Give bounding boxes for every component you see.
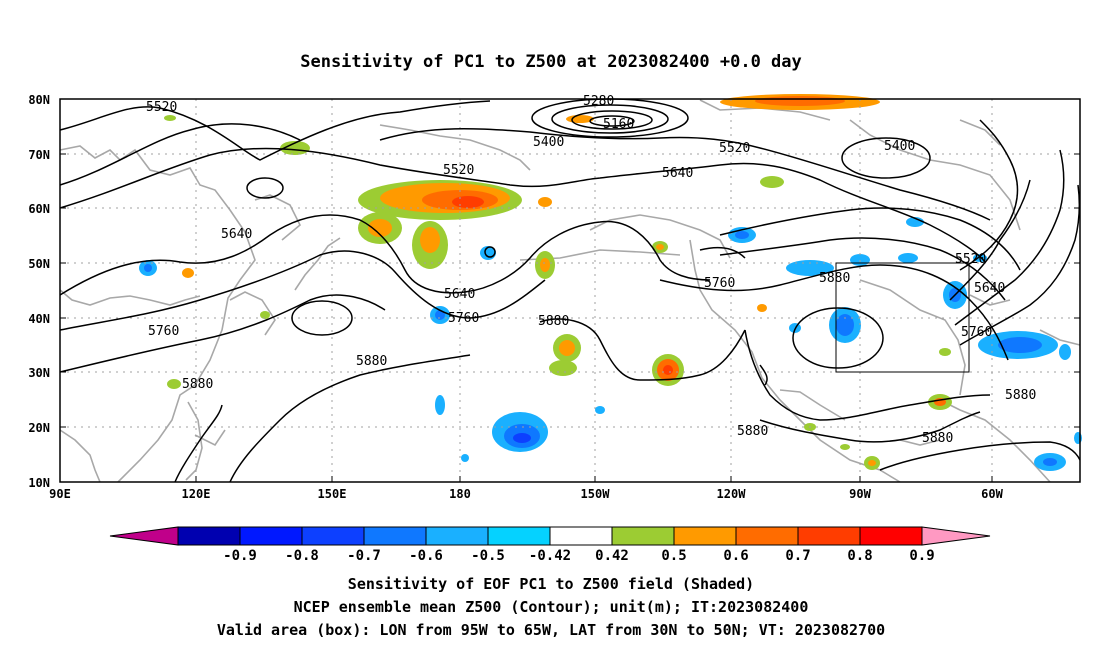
lon-label: 120E (182, 487, 211, 501)
colorbar: -0.9 -0.8 -0.7 -0.6 -0.5 -0.42 0.42 0.5 0.6 0.7 0.… (109, 526, 991, 564)
colorbar-label: 0.5 (661, 548, 686, 564)
colorbar-label: 0.8 (847, 548, 872, 564)
colorbar-label: 0.9 (909, 548, 934, 564)
contour-label: 5640 (662, 166, 693, 181)
contour-label: 5520 (955, 252, 986, 267)
z500-contours (59, 98, 1081, 483)
colorbar-swatch (363, 526, 427, 546)
map-frame (59, 98, 1081, 483)
colorbar-label: 0.6 (723, 548, 748, 564)
colorbar-high-extension (921, 526, 991, 546)
lon-label: 150E (318, 487, 347, 501)
contour-label: 5520 (146, 100, 177, 115)
lon-label: 120W (717, 487, 747, 501)
colorbar-swatch (301, 526, 365, 546)
contour-label: 5880 (819, 271, 850, 286)
contour-label: 5880 (356, 354, 387, 369)
lat-label: 70N (28, 148, 50, 162)
contour-label: 5160 (603, 117, 634, 132)
colorbar-label: -0.5 (471, 548, 505, 564)
lat-label: 30N (28, 366, 50, 380)
caption-line-valid-area: Valid area (box): LON from 95W to 65W, L… (217, 621, 885, 639)
contour-label: 5520 (719, 141, 750, 156)
caption-line-shaded: Sensitivity of EOF PC1 to Z500 field (Sh… (348, 575, 754, 593)
lon-label: 90W (849, 487, 871, 501)
lat-label: 10N (28, 476, 50, 490)
contour-label: 5640 (444, 287, 475, 302)
contour-label: 5880 (922, 431, 953, 446)
contour-label: 5520 (443, 163, 474, 178)
contour-label: 5880 (737, 424, 768, 439)
gridlines (60, 99, 1080, 482)
lon-label: 60W (981, 487, 1003, 501)
contour-label: 5880 (182, 377, 213, 392)
colorbar-low-extension (109, 526, 179, 546)
contour-label: 5640 (221, 227, 252, 242)
lat-label: 80N (28, 93, 50, 107)
colorbar-swatch (239, 526, 303, 546)
lat-label: 60N (28, 202, 50, 216)
colorbar-swatch (425, 526, 489, 546)
caption: Sensitivity of EOF PC1 to Z500 field (Sh… (217, 575, 885, 639)
lon-label: 90E (49, 487, 71, 501)
contour-labels: 5520 5280 5160 5400 5520 5640 5400 5520 … (146, 94, 1036, 446)
lat-label: 20N (28, 421, 50, 435)
colorbar-label: -0.6 (409, 548, 443, 564)
colorbar-swatch (735, 526, 799, 546)
map-title: Sensitivity of PC1 to Z500 at 2023082400… (300, 52, 802, 72)
colorbar-label: -0.7 (347, 548, 381, 564)
colorbar-swatch (177, 526, 241, 546)
lat-label: 50N (28, 257, 50, 271)
contour-label: 5760 (448, 311, 479, 326)
colorbar-swatch (611, 526, 675, 546)
contour-label: 5400 (533, 135, 564, 150)
contour-label: 5760 (961, 325, 992, 340)
colorbar-swatch (673, 526, 737, 546)
colorbar-label: 0.7 (785, 548, 810, 564)
contour-label: 5880 (538, 314, 569, 329)
colorbar-swatch (797, 526, 861, 546)
contour-label: 5760 (704, 276, 735, 291)
contour-label: 5400 (884, 139, 915, 154)
lon-label: 150W (581, 487, 611, 501)
longitude-labels: 90E 120E 150E 180 150W 120W 90W 60W (49, 487, 1003, 501)
colorbar-swatch (859, 526, 923, 546)
contour-label: 5880 (1005, 388, 1036, 403)
contour-label: 5640 (974, 281, 1005, 296)
contour-label: 5760 (148, 324, 179, 339)
colorbar-label: -0.42 (529, 548, 571, 564)
colorbar-swatch (487, 526, 551, 546)
colorbar-label: -0.8 (285, 548, 319, 564)
caption-line-contour: NCEP ensemble mean Z500 (Contour); unit(… (294, 598, 809, 616)
contour-label: 5280 (583, 94, 614, 109)
latitude-labels: 80N 70N 60N 50N 40N 30N 20N 10N (28, 93, 50, 490)
lat-label: 40N (28, 312, 50, 326)
map-panel: 5520 5280 5160 5400 5520 5640 5400 5520 … (28, 93, 1082, 501)
map-background (60, 99, 1080, 482)
axis-ticks (60, 153, 1080, 482)
colorbar-label: 0.42 (595, 548, 629, 564)
colorbar-label: -0.9 (223, 548, 257, 564)
lon-label: 180 (449, 487, 471, 501)
valid-area-box (835, 262, 970, 373)
colorbar-swatch (549, 526, 613, 546)
